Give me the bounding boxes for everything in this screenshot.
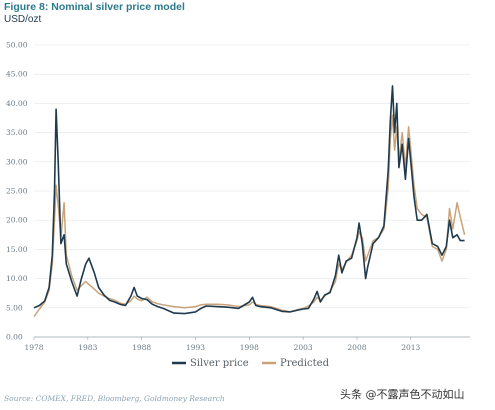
x-tick-label: 2008 — [347, 343, 366, 352]
x-tick-label: 1983 — [78, 343, 97, 352]
y-tick-label: 40.00 — [6, 99, 28, 108]
y-axis-ticks: 0.00 5.00 10.00 15.00 20.00 25.00 30.00 35.00 40… — [6, 41, 28, 342]
x-tick-label: 2003 — [294, 343, 313, 352]
watermark-text: 头条 @不露声色不动如山 — [340, 388, 465, 401]
y-tick-label: 5.00 — [6, 303, 23, 312]
legend: Silver price Predicted — [172, 358, 330, 369]
y-tick-label: 50.00 — [6, 41, 28, 50]
x-axis-ticks: 1978 1983 1988 1993 1998 2003 2008 2013 — [24, 337, 421, 352]
y-tick-label: 10.00 — [6, 274, 28, 283]
y-tick-label: 30.00 — [6, 157, 28, 166]
x-tick-label: 1998 — [240, 343, 259, 352]
series-layer — [33, 85, 466, 318]
legend-item-predicted: Predicted — [280, 358, 330, 369]
x-tick-label: 2013 — [401, 343, 420, 352]
y-tick-label: 15.00 — [6, 245, 28, 254]
y-tick-label: 35.00 — [6, 128, 28, 137]
x-tick-label: 1988 — [132, 343, 151, 352]
y-tick-label: 20.00 — [6, 216, 28, 225]
source-note: Source: COMEX, FRED, Bloomberg, Goldmone… — [4, 394, 225, 403]
series-line-silver-price — [33, 85, 465, 315]
y-tick-label: 25.00 — [6, 187, 28, 196]
y-tick-label: 45.00 — [6, 70, 28, 79]
legend-item-silver-price: Silver price — [190, 358, 249, 369]
grid-layer — [34, 44, 470, 338]
y-axis-unit-label: USD/ozt — [4, 14, 42, 25]
chart-title: Figure 8: Nominal silver price model — [4, 1, 185, 13]
y-tick-label: 0.00 — [6, 333, 23, 342]
x-tick-label: 1993 — [186, 343, 205, 352]
x-tick-label: 1978 — [24, 343, 43, 352]
